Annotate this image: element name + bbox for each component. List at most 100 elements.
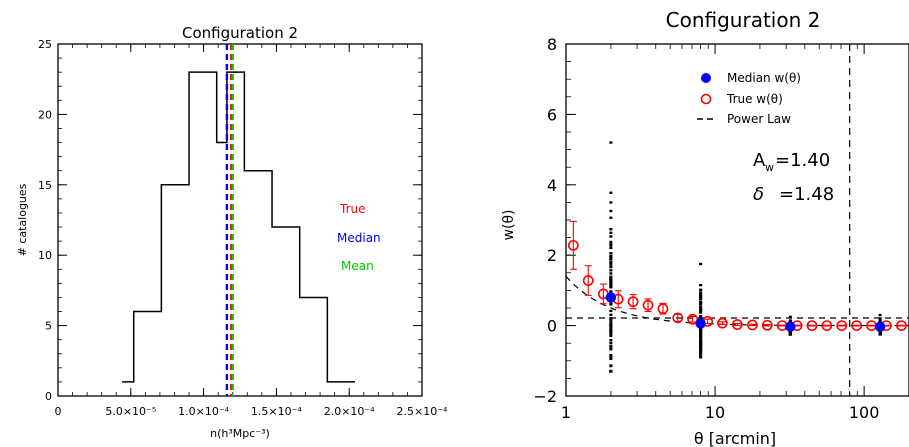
delta-symbol: δ [753,184,764,205]
catalogue-sample-point [699,343,703,346]
histogram-y-tick-label: 20 [38,108,52,121]
correlation-y-tick-label: −2 [533,387,557,406]
correlation-y-tick-label: 0 [547,317,557,336]
catalogue-sample-point [609,321,613,324]
catalogue-sample-point [699,305,703,309]
histogram-x-tick-label: 1.5×10⁻⁴ [251,405,303,418]
true-w-point [806,320,818,331]
catalogue-sample-point [788,333,792,336]
catalogue-sample-point [609,341,613,345]
catalogue-sample-point [609,260,613,264]
catalogue-sample-point [699,339,703,343]
catalogue-sample-point [609,278,613,281]
legend-median-w: Median w(θ) [727,71,801,85]
catalogue-sample-point [699,331,703,334]
catalogue-sample-point [609,281,613,284]
catalogue-sample-point [609,316,613,320]
true-w-point [642,299,654,311]
true-w-point [717,317,728,329]
histogram-panel: Configuration 2 0 5.0×10⁻⁵ 1.0×10⁻⁴ 1.5×10⁻… [16,24,448,440]
catalogue-sample-point [609,256,613,259]
histogram-y-tick-label: 15 [38,179,52,192]
catalogue-sample-point [609,327,613,331]
catalogue-sample-point [609,246,613,250]
amplitude-value: =1.40 [775,150,830,171]
histogram-x-tick-label: 1.0×10⁻⁴ [178,405,230,418]
median-w-point [785,321,796,332]
amplitude-subscript: w [765,161,774,174]
catalogue-sample-point [699,301,703,304]
legend-true-w: True w(θ) [726,92,783,106]
histogram-x-tick-label: 0 [55,405,62,418]
catalogue-sample-point [609,309,613,313]
catalogue-sample-point [699,348,703,351]
catalogue-sample-point [699,309,703,313]
true-w-point [657,303,669,315]
true-w-point [582,275,594,286]
histogram-plot-frame [57,43,423,397]
histogram-y-ticks: 0 5 10 15 20 25 [38,38,422,403]
histogram-x-tick-label: 2.0×10⁻⁴ [324,405,376,418]
catalogue-sample-point [609,318,613,321]
catalogue-sample-point [609,269,613,272]
catalogue-sample-point [699,356,703,359]
histogram-y-label: # catalogues [16,183,29,256]
catalogue-sample-point [609,329,613,332]
correlation-plot-frame [565,43,909,397]
histogram-y-tick-label: 10 [38,249,52,262]
histogram-x-label: n(h³Mpc⁻³) [210,427,270,440]
correlation-x-label: θ [arcmin] [694,429,776,447]
catalogue-sample-point [609,201,613,204]
correlation-y-tick-label: 4 [547,176,557,195]
correlation-x-ticks: 1 10 100 [561,44,909,422]
catalogue-sample-point [699,351,703,354]
legend-mean-label: Mean [341,259,374,273]
correlation-x-tick-label: 10 [705,403,725,422]
correlation-y-tick-label: 6 [547,105,557,124]
catalogue-sample-point [878,333,882,336]
histogram-x-tick-label: 5.0×10⁻⁵ [105,405,156,418]
catalogue-sample-point [699,341,703,344]
catalogue-sample-point [609,370,613,373]
catalogue-sample-point [609,290,613,293]
histogram-x-tick-label: 2.5×10⁻⁴ [397,405,449,418]
delta-value: =1.48 [779,184,834,205]
catalogue-sample-point [699,262,703,266]
catalogue-sample-point [878,317,882,320]
catalogue-sample-point [609,272,613,275]
histogram-x-ticks: 0 5.0×10⁻⁵ 1.0×10⁻⁴ 1.5×10⁻⁴ 2.0×10⁻⁴ 2.5×10⁻… [55,44,449,418]
catalogue-sample-point [699,328,703,331]
correlation-x-tick-label: 100 [849,403,880,422]
catalogue-sample-point [699,296,703,299]
true-w-point [821,320,833,331]
true-w-point [687,313,699,325]
correlation-y-label: w(θ) [501,210,517,241]
catalogue-sample-point [609,262,613,265]
catalogue-sample-point [878,319,882,322]
catalogue-sample-point [699,283,703,287]
catalogue-sample-point [609,323,613,326]
true-w-point [731,319,743,330]
median-w-point [695,318,706,329]
catalogue-sample-point [699,293,703,297]
median-w-point [874,321,886,332]
median-w-point [605,292,617,303]
catalogue-sample-point [699,337,703,340]
true-w-point [567,239,579,251]
legend-true-marker [700,93,712,105]
histogram-y-tick-label: 0 [45,390,52,403]
catalogue-sample-point [788,315,792,318]
legend-power-law: Power Law [727,112,791,126]
catalogue-sample-point [699,316,703,319]
catalogue-sample-point [609,339,613,342]
catalogue-sample-point [609,279,613,283]
catalogue-sample-point [609,227,613,231]
median-w-series [605,292,886,332]
histogram-y-tick-label: 5 [45,320,52,333]
catalogue-sample-point [609,275,613,279]
catalogue-sample-point [878,330,882,334]
true-w-series [567,220,907,331]
legend-median-marker [701,73,711,83]
catalogue-sample-point [609,302,613,306]
true-w-point [672,312,684,324]
